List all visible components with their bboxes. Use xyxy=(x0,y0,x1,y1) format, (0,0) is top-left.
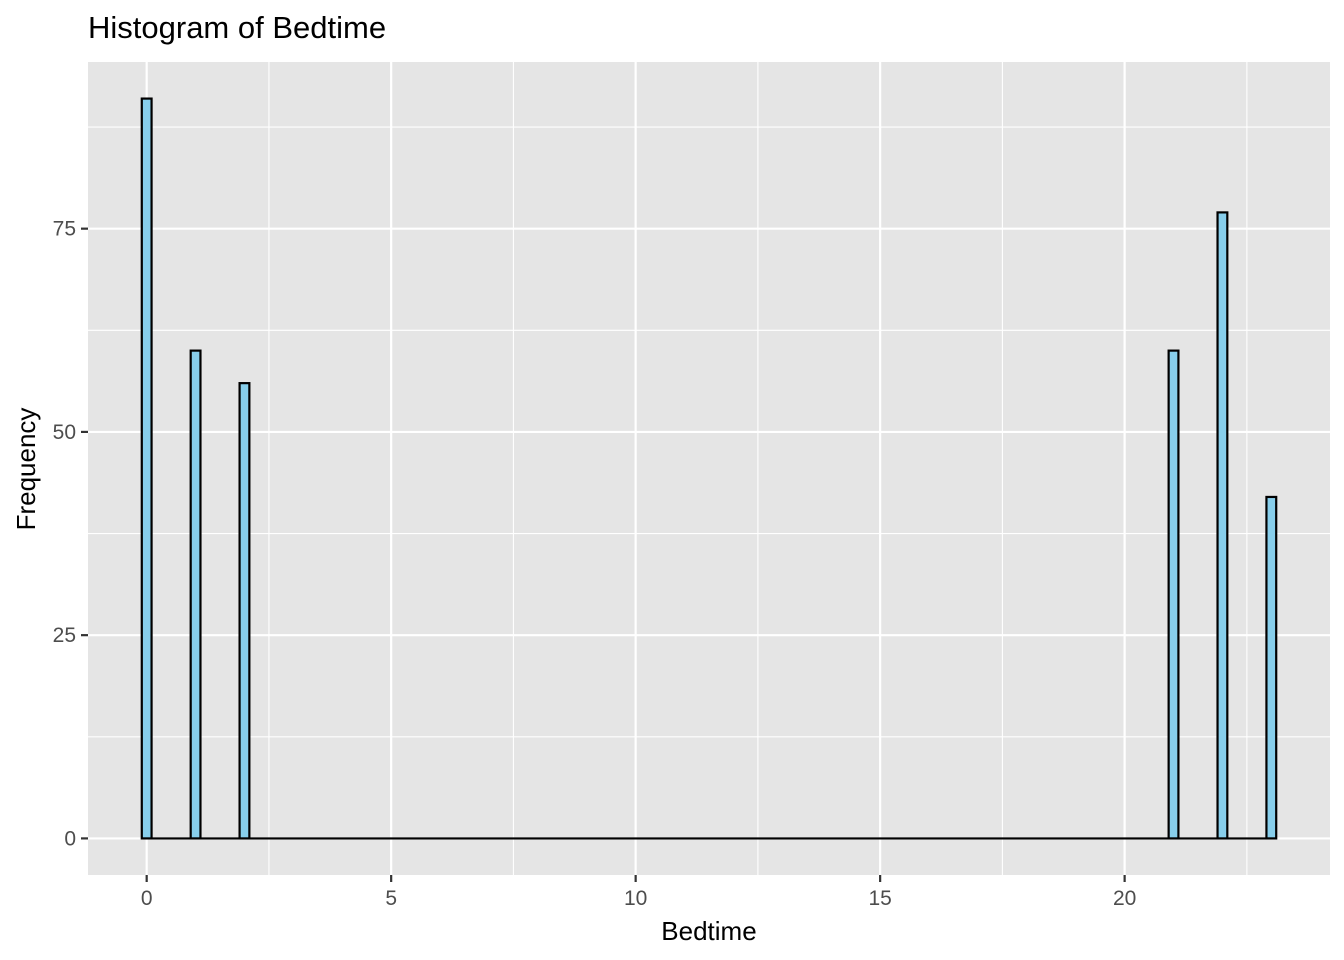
x-axis-title: Bedtime xyxy=(661,916,756,946)
x-tick-label: 0 xyxy=(141,887,153,910)
histogram-bar xyxy=(1265,495,1278,840)
y-axis-title: Frequency xyxy=(11,408,41,531)
y-tick-label: 0 xyxy=(64,827,76,850)
y-tick-label: 50 xyxy=(53,421,76,444)
y-tick-label: 25 xyxy=(53,624,76,647)
x-tick-label: 15 xyxy=(868,887,891,910)
x-tick-label: 20 xyxy=(1113,887,1136,910)
histogram-bar xyxy=(140,97,153,840)
histogram-bar xyxy=(189,349,202,840)
plot-panel xyxy=(88,62,1330,875)
histogram-bars xyxy=(140,97,1278,840)
x-tick-label: 5 xyxy=(385,887,397,910)
chart-title: Histogram of Bedtime xyxy=(88,10,386,45)
minor-gridlines xyxy=(88,62,1330,875)
y-axis: 0 25 50 75 xyxy=(53,218,88,850)
y-tick-label: 75 xyxy=(53,218,76,241)
x-tick-label: 10 xyxy=(624,887,647,910)
histogram-bar xyxy=(1167,349,1180,840)
histogram-bar xyxy=(238,382,251,840)
histogram-bar xyxy=(1216,211,1229,840)
x-axis: 0 5 10 15 20 xyxy=(141,875,1136,910)
